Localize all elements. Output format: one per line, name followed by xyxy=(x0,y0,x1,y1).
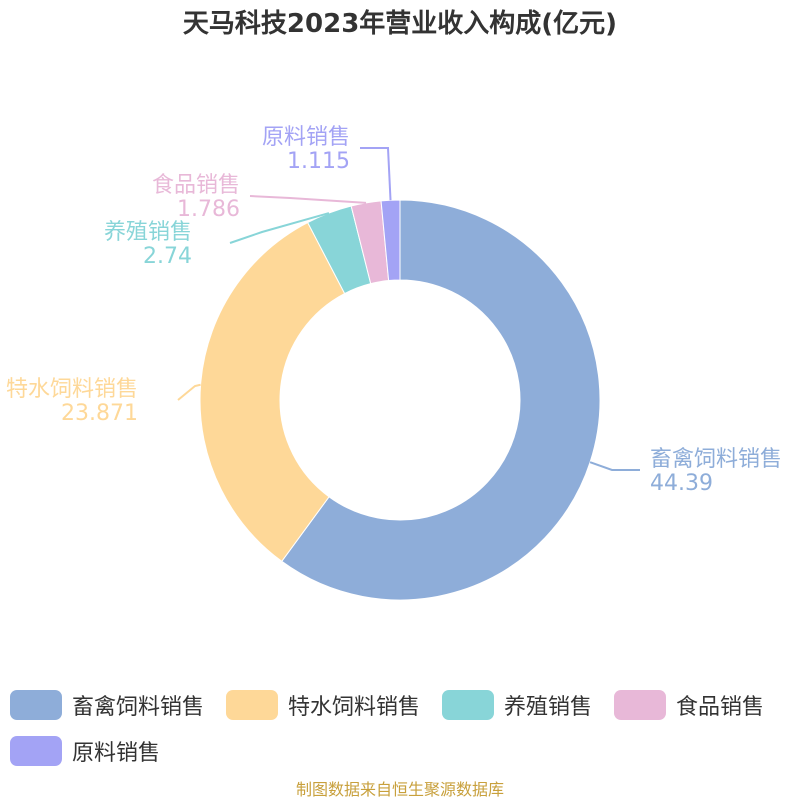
slice-name-label-2: 养殖销售 xyxy=(104,220,192,245)
leader-line-3 xyxy=(249,195,367,204)
legend-label: 食品销售 xyxy=(676,695,765,720)
slice-name-label-4: 原料销售 xyxy=(262,125,350,150)
legend-item-0[interactable]: 畜禽饲料销售 xyxy=(10,688,204,722)
slice-1[interactable] xyxy=(199,221,346,563)
leader-line-4 xyxy=(360,147,392,201)
legend-swatch xyxy=(10,690,62,720)
legend-item-4[interactable]: 原料销售 xyxy=(10,734,160,768)
leader-line-2 xyxy=(229,212,330,244)
slice-value-label-1: 23.871 xyxy=(61,401,138,426)
legend-swatch xyxy=(614,690,667,720)
chart-legend: 畜禽饲料销售 特水饲料销售 养殖销售 食品销售原料销售 xyxy=(10,688,800,768)
slice-0[interactable] xyxy=(281,199,601,601)
leader-line-1 xyxy=(177,383,201,401)
slice-value-label-3: 1.786 xyxy=(177,197,240,222)
slice-value-label-4: 1.115 xyxy=(287,149,350,174)
slice-name-label-0: 畜禽饲料销售 xyxy=(650,447,782,472)
slice-4[interactable] xyxy=(380,199,401,282)
legend-swatch xyxy=(226,690,279,720)
slice-name-label-3: 食品销售 xyxy=(152,173,240,198)
legend-swatch xyxy=(442,690,495,720)
slice-name-label-1: 特水饲料销售 xyxy=(6,377,138,402)
legend-item-2[interactable]: 养殖销售 xyxy=(442,688,592,722)
slice-value-label-0: 44.39 xyxy=(650,471,713,496)
legend-item-3[interactable]: 食品销售 xyxy=(614,688,764,722)
legend-label: 养殖销售 xyxy=(504,695,593,720)
legend-label: 特水饲料销售 xyxy=(288,695,421,720)
legend-swatch xyxy=(10,736,62,766)
data-source-note: 制图数据来自恒生聚源数据库 xyxy=(295,780,504,799)
legend-label: 畜禽饲料销售 xyxy=(72,695,205,720)
slice-value-label-2: 2.74 xyxy=(143,244,192,269)
chart-title: 天马科技2023年营业收入构成(亿元) xyxy=(182,9,618,39)
leader-line-0 xyxy=(589,461,640,471)
legend-label: 原料销售 xyxy=(72,741,161,766)
legend-item-1[interactable]: 特水饲料销售 xyxy=(226,688,420,722)
